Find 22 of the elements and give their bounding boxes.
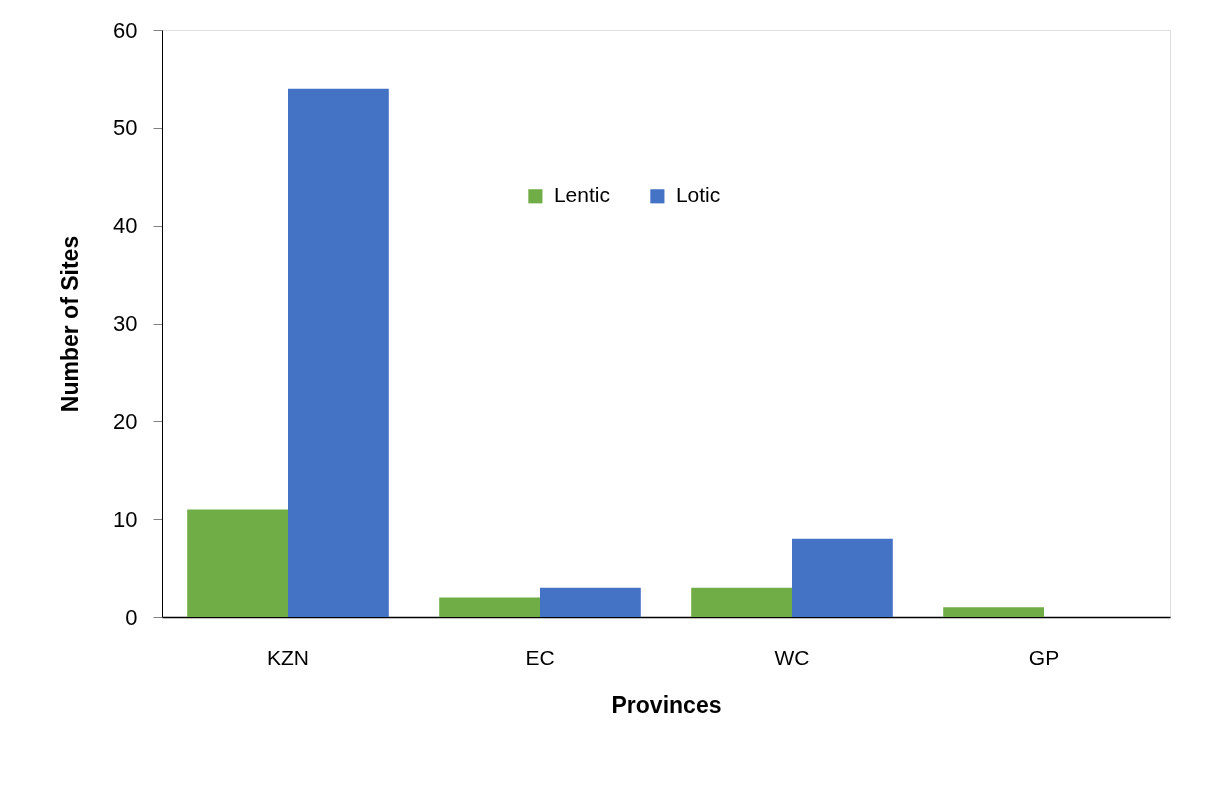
y-tick-label: 0 <box>125 604 138 630</box>
y-axis-title: Number of Sites <box>57 235 84 413</box>
y-tick-label: 60 <box>113 17 138 43</box>
x-tick-label: KZN <box>267 645 309 669</box>
x-tick-label: EC <box>525 645 555 669</box>
bar <box>792 538 893 617</box>
x-axis-title: Provinces <box>611 691 722 718</box>
y-tick-label: 40 <box>113 213 138 239</box>
legend-label: Lentic <box>553 183 610 207</box>
y-tick-label: 10 <box>113 506 138 532</box>
legend-label: Lotic <box>675 183 721 207</box>
y-tick-label: 30 <box>113 311 138 336</box>
x-tick-label: WC <box>774 645 810 669</box>
x-tick-label: GP <box>1028 645 1060 669</box>
y-tick-label: 20 <box>113 408 138 434</box>
bar <box>288 88 389 617</box>
bar <box>540 587 641 617</box>
bar <box>439 597 540 617</box>
y-tick-label: 50 <box>113 115 138 141</box>
bar <box>187 509 288 617</box>
bar <box>691 587 792 617</box>
bar <box>943 607 1044 617</box>
